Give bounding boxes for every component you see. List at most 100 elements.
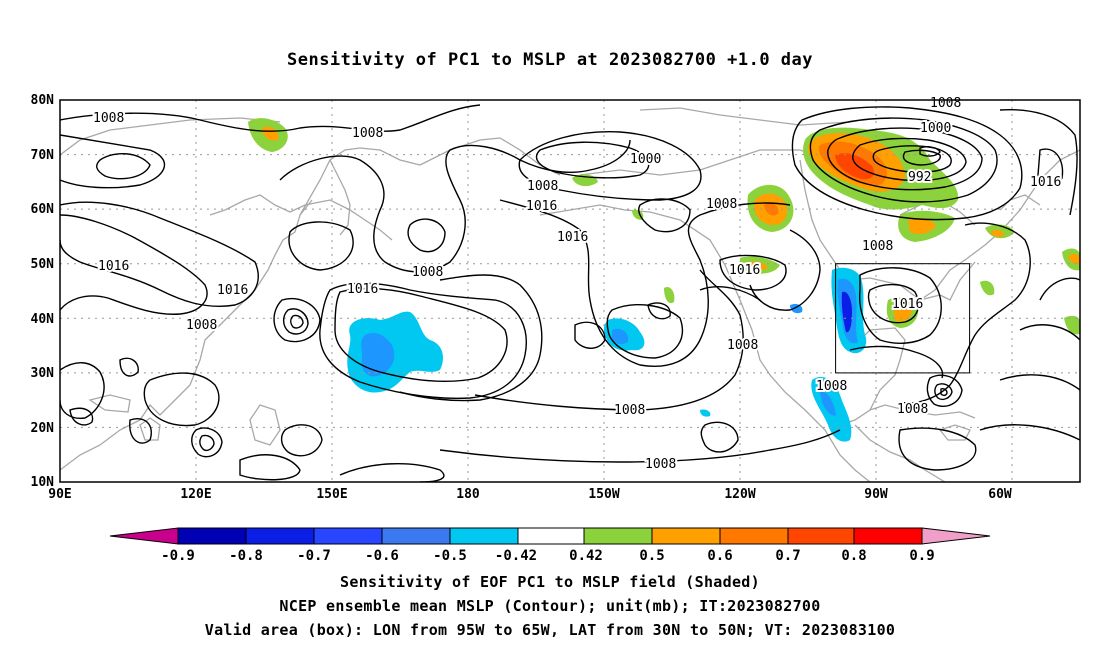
mslp-contour bbox=[979, 424, 1080, 441]
colorbar-label: -0.8 bbox=[229, 548, 263, 564]
lat-label: 70N bbox=[31, 148, 55, 163]
caption-line-2: NCEP ensemble mean MSLP (Contour); unit(… bbox=[279, 597, 821, 615]
contour-label: 1008 bbox=[352, 126, 383, 141]
positive-sensitivity-area bbox=[835, 153, 875, 180]
positive-sensitivity-area bbox=[664, 286, 675, 304]
mslp-contour bbox=[60, 201, 259, 307]
map-title: Sensitivity of PC1 to MSLP at 2023082700… bbox=[286, 50, 813, 70]
map-frame bbox=[59, 99, 1081, 483]
contour-labels: 1008 1008 1008 1008 1000 1008 1016 1016 … bbox=[91, 94, 1063, 474]
contour-label: 1008 bbox=[706, 197, 737, 212]
positive-sensitivity-area bbox=[1064, 315, 1080, 335]
colorbar-label: -0.7 bbox=[297, 548, 331, 564]
mslp-contour bbox=[239, 454, 301, 481]
colorbar-label: 0.9 bbox=[909, 548, 934, 564]
mslp-contour bbox=[809, 117, 998, 203]
mslp-contour bbox=[700, 421, 739, 453]
contour-label: 1008 bbox=[527, 179, 558, 194]
valid-area-box bbox=[835, 263, 971, 374]
contour-label: 992 bbox=[908, 170, 931, 185]
mslp-contour bbox=[902, 149, 941, 166]
colorbar-label: 0.8 bbox=[841, 548, 866, 564]
lon-label: 60W bbox=[988, 487, 1012, 502]
colorbar-swatch bbox=[651, 527, 721, 545]
lon-label: 90E bbox=[48, 487, 71, 502]
colorbar-label: 0.7 bbox=[775, 548, 800, 564]
lat-label: 60N bbox=[31, 202, 55, 217]
colorbar-label: -0.9 bbox=[161, 548, 195, 564]
colorbar-swatch-high bbox=[921, 527, 991, 545]
colorbar-swatch bbox=[517, 527, 585, 545]
mslp-contour bbox=[474, 269, 744, 411]
mslp-contour bbox=[1019, 324, 1080, 341]
mslp-contour bbox=[518, 131, 702, 201]
mslp-contour bbox=[999, 108, 1078, 216]
contour-label: 1016 bbox=[1030, 175, 1061, 190]
contour-label: 1008 bbox=[93, 111, 124, 126]
mslp-contour bbox=[319, 282, 527, 400]
mslp-contour bbox=[926, 374, 963, 408]
contour-label: 1016 bbox=[729, 263, 760, 278]
negative-sensitivity-area bbox=[820, 391, 836, 416]
contour-label: 1016 bbox=[98, 259, 129, 274]
colorbar-swatch bbox=[245, 527, 315, 545]
contour-label: 1008 bbox=[412, 265, 443, 280]
colorbar-swatch bbox=[381, 527, 451, 545]
mslp-contour bbox=[191, 427, 223, 458]
mslp-contour bbox=[439, 429, 841, 463]
colorbar-swatch bbox=[787, 527, 855, 545]
mslp-contour bbox=[574, 321, 606, 349]
mslp-contour bbox=[934, 383, 953, 401]
lat-label: 80N bbox=[31, 93, 55, 108]
mslp-contour bbox=[791, 106, 1023, 221]
mslp-contour bbox=[849, 345, 944, 379]
positive-sensitivity-area bbox=[632, 209, 644, 220]
colorbar: -0.9 -0.8 -0.7 -0.6 -0.5 -0.42 0.42 0.5 … bbox=[109, 527, 991, 564]
colorbar-label: 0.6 bbox=[707, 548, 732, 564]
contour-label: 1000 bbox=[630, 152, 661, 167]
positive-sensitivity-area bbox=[1068, 253, 1080, 264]
mslp-contour bbox=[407, 218, 446, 253]
mslp-contour bbox=[827, 127, 983, 191]
contour-label: 1008 bbox=[930, 96, 961, 111]
colorbar-swatch bbox=[449, 527, 519, 545]
mslp-contour bbox=[499, 199, 791, 367]
contour-label: 1016 bbox=[557, 230, 588, 245]
mslp-contour bbox=[60, 214, 208, 315]
mslp-contour bbox=[999, 374, 1080, 391]
colorbar-label: 0.5 bbox=[639, 548, 664, 564]
mslp-contour bbox=[898, 427, 977, 471]
contour-label: 1008 bbox=[727, 338, 758, 353]
colorbar-swatch bbox=[177, 527, 247, 545]
mslp-contours bbox=[60, 104, 1080, 482]
colorbar-label: -0.42 bbox=[495, 548, 537, 564]
positive-sensitivity-area bbox=[764, 203, 779, 216]
mslp-contour bbox=[867, 283, 920, 324]
lat-label: 30N bbox=[31, 366, 55, 381]
colorbar-swatch-low bbox=[109, 527, 179, 545]
mslp-contour bbox=[399, 274, 543, 402]
lon-label: 120W bbox=[724, 487, 755, 502]
mslp-contour bbox=[273, 298, 321, 343]
positive-sensitivity-area bbox=[990, 229, 1004, 237]
contour-label: 1008 bbox=[645, 457, 676, 472]
mslp-contour bbox=[919, 146, 941, 157]
contour-label: 1008 bbox=[614, 403, 645, 418]
mslp-contour bbox=[199, 434, 215, 452]
negative-sensitivity-area bbox=[700, 409, 711, 417]
contour-label: 1008 bbox=[816, 379, 847, 394]
contour-label: 1008 bbox=[186, 318, 217, 333]
lat-label: 20N bbox=[31, 421, 55, 436]
colorbar-swatch bbox=[313, 527, 383, 545]
colorbar-label: -0.6 bbox=[365, 548, 399, 564]
caption-line-1: Sensitivity of EOF PC1 to MSLP field (Sh… bbox=[340, 573, 760, 591]
mslp-contour bbox=[699, 286, 761, 301]
mslp-contour bbox=[719, 254, 787, 291]
mslp-contour bbox=[129, 418, 152, 444]
colorbar-swatch bbox=[719, 527, 789, 545]
positive-sensitivity-area bbox=[893, 304, 912, 322]
mslp-contour bbox=[1039, 277, 1080, 301]
lat-label: 50N bbox=[31, 257, 55, 272]
contour-label: 1016 bbox=[347, 282, 378, 297]
contour-label: 1008 bbox=[897, 402, 928, 417]
